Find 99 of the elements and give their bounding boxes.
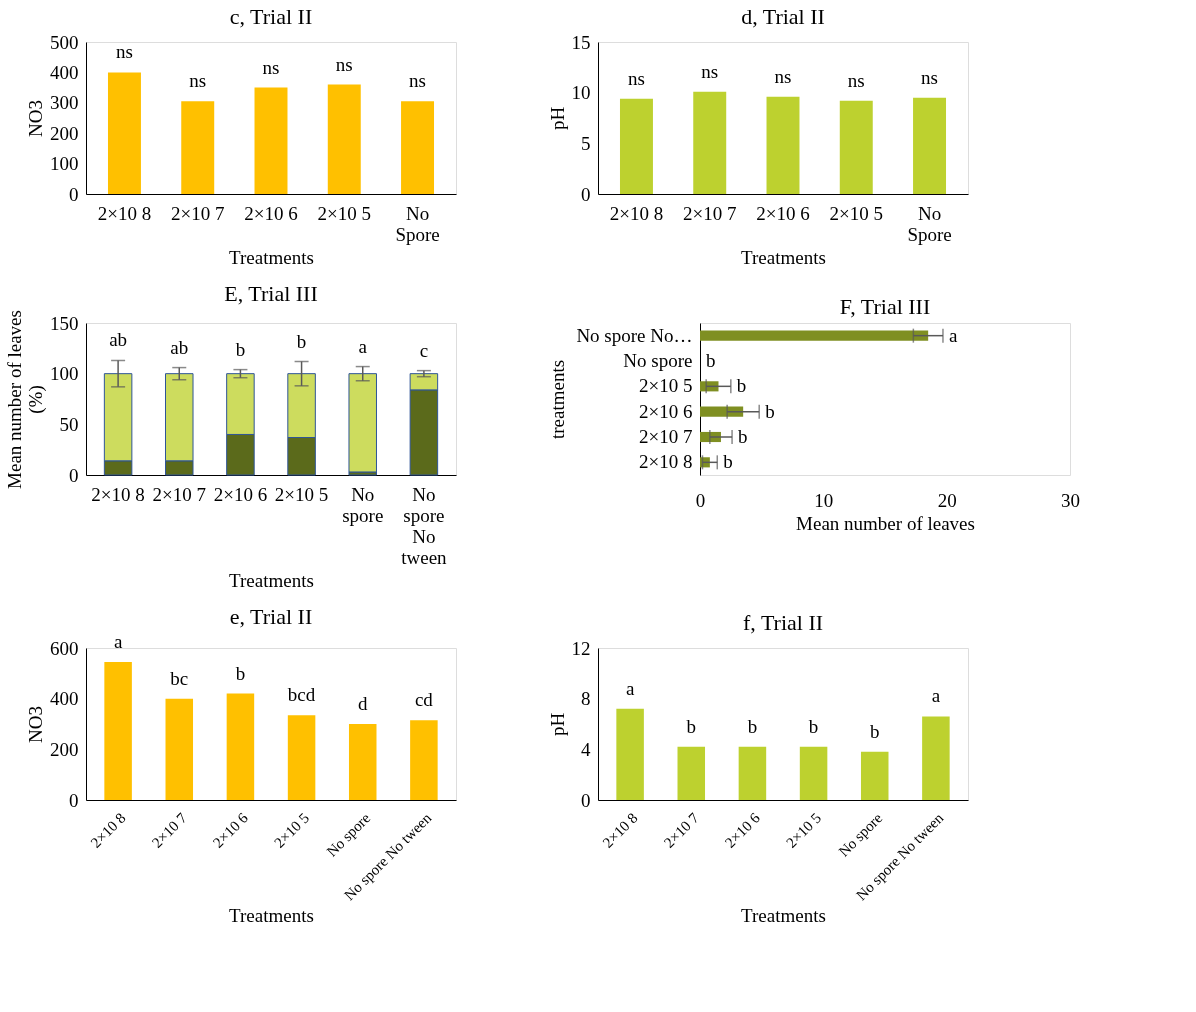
x-tick-label: No spore No tween: [401, 483, 448, 568]
y-tick-label: 0: [581, 789, 591, 811]
y-tick-label: 2×10 5: [639, 375, 693, 397]
y-axis-title: pH: [546, 712, 568, 737]
y-tick-label: No spore No…: [576, 324, 693, 346]
y-tick-label: 200: [50, 122, 79, 144]
y-tick-label: 2×10 8: [639, 451, 693, 473]
x-axis-title: Treatments: [229, 569, 314, 591]
annotation: a: [113, 630, 123, 652]
annotation: c: [419, 339, 429, 361]
y-axis-title: Mean number of leaves (%): [4, 310, 47, 489]
chart-title: E, Trial III: [224, 280, 318, 306]
annotation: a: [358, 335, 368, 357]
y-tick-label: 0: [69, 183, 79, 205]
y-tick-label: 400: [50, 61, 79, 83]
x-tick-label: No Spore: [907, 202, 952, 245]
annotation: bc: [170, 667, 189, 689]
x-tick-label: 2×10 6: [213, 483, 268, 505]
y-tick-label: 100: [50, 153, 79, 175]
y-tick-label: 150: [50, 312, 79, 334]
annotation: b: [808, 715, 819, 737]
x-tick-label: No Spore: [395, 202, 440, 245]
annotation: b: [296, 330, 307, 352]
x-axis-title: Treatments: [229, 905, 314, 927]
y-tick-label: No spore: [623, 350, 693, 371]
y-tick-label: 0: [69, 789, 79, 811]
annotation: b: [235, 338, 246, 360]
y-tick-label: 5: [581, 132, 591, 154]
x-axis-title: Treatments: [741, 905, 826, 927]
annotation: b: [738, 426, 748, 447]
x-tick-label: 2×10 8: [609, 202, 664, 224]
y-tick-label: 100: [50, 363, 79, 385]
annotation: ns: [921, 66, 938, 88]
annotation: ns: [409, 70, 426, 92]
chart-title: F, Trial III: [839, 294, 931, 319]
x-axis-title: Treatments: [741, 246, 826, 268]
x-axis-title: Mean number of leaves: [796, 512, 975, 534]
annotation: ab: [109, 329, 128, 351]
chart-title: f, Trial II: [742, 610, 824, 635]
annotation: cd: [414, 689, 434, 711]
y-axis-title: NO3: [25, 100, 46, 137]
annotation: a: [625, 677, 635, 699]
y-tick-label: 8: [581, 688, 591, 710]
annotation: b: [706, 350, 716, 371]
y-tick-label: 10: [571, 82, 591, 104]
y-tick-label: 2×10 6: [639, 400, 693, 422]
y-tick-label: 2×10 7: [639, 426, 693, 447]
x-tick-label: 2×10 8: [91, 483, 145, 505]
annotation: a: [948, 324, 958, 346]
annotation: b: [765, 400, 775, 422]
y-tick-label: 0: [581, 183, 591, 205]
annotation: a: [931, 685, 941, 707]
annotation: ns: [116, 41, 133, 63]
y-tick-label: 0: [69, 464, 79, 486]
x-axis-title: Treatments: [229, 246, 314, 268]
y-tick-label: 200: [50, 738, 79, 760]
y-axis-title: treatments: [546, 359, 568, 440]
x-tick-label: 2×10 5: [317, 202, 371, 224]
annotation: ns: [701, 60, 719, 82]
y-tick-label: 12: [571, 637, 591, 659]
x-tick-label: 2×10 6: [244, 202, 298, 224]
annotation: bcd: [287, 684, 316, 706]
y-tick-label: 600: [50, 637, 79, 659]
x-tick-label: 2×10 7: [152, 483, 206, 505]
y-axis-title: NO3: [25, 706, 46, 743]
y-tick-label: 50: [59, 413, 79, 435]
y-tick-label: 400: [50, 688, 79, 710]
y-tick-label: 500: [50, 31, 79, 53]
annotation: d: [357, 693, 368, 714]
annotation: ns: [335, 53, 353, 75]
annotation: b: [686, 715, 697, 737]
y-tick-label: 300: [50, 92, 79, 114]
annotation: b: [869, 720, 880, 742]
x-tick-label: 2×10 8: [97, 202, 152, 224]
annotation: ns: [847, 69, 865, 91]
x-tick-label: 2×10 6: [756, 202, 810, 224]
annotation: ns: [774, 65, 792, 87]
annotation: b: [235, 662, 246, 684]
x-tick-label: 2×10 7: [171, 202, 225, 224]
annotation: ns: [262, 56, 280, 78]
annotation: b: [723, 451, 733, 473]
x-tick-label: No spore: [342, 483, 384, 526]
y-tick-label: 4: [581, 738, 591, 760]
annotation: ns: [628, 67, 645, 89]
annotation: b: [736, 375, 747, 397]
annotation: ns: [189, 70, 207, 92]
annotation: ab: [170, 336, 189, 358]
annotation: b: [747, 715, 758, 737]
y-tick-label: 15: [571, 31, 591, 53]
x-tick-label: 2×10 5: [829, 202, 883, 224]
chart-title: d, Trial II: [741, 4, 825, 29]
chart-title: c, Trial II: [229, 4, 313, 29]
x-tick-label: 10: [814, 489, 834, 511]
x-tick-label: 2×10 7: [683, 202, 737, 224]
x-tick-label: 30: [1061, 489, 1080, 511]
chart-title: e, Trial II: [229, 603, 313, 629]
y-axis-title: pH: [546, 106, 568, 131]
x-tick-label: 20: [937, 489, 957, 511]
x-tick-label: 2×10 5: [274, 483, 329, 505]
